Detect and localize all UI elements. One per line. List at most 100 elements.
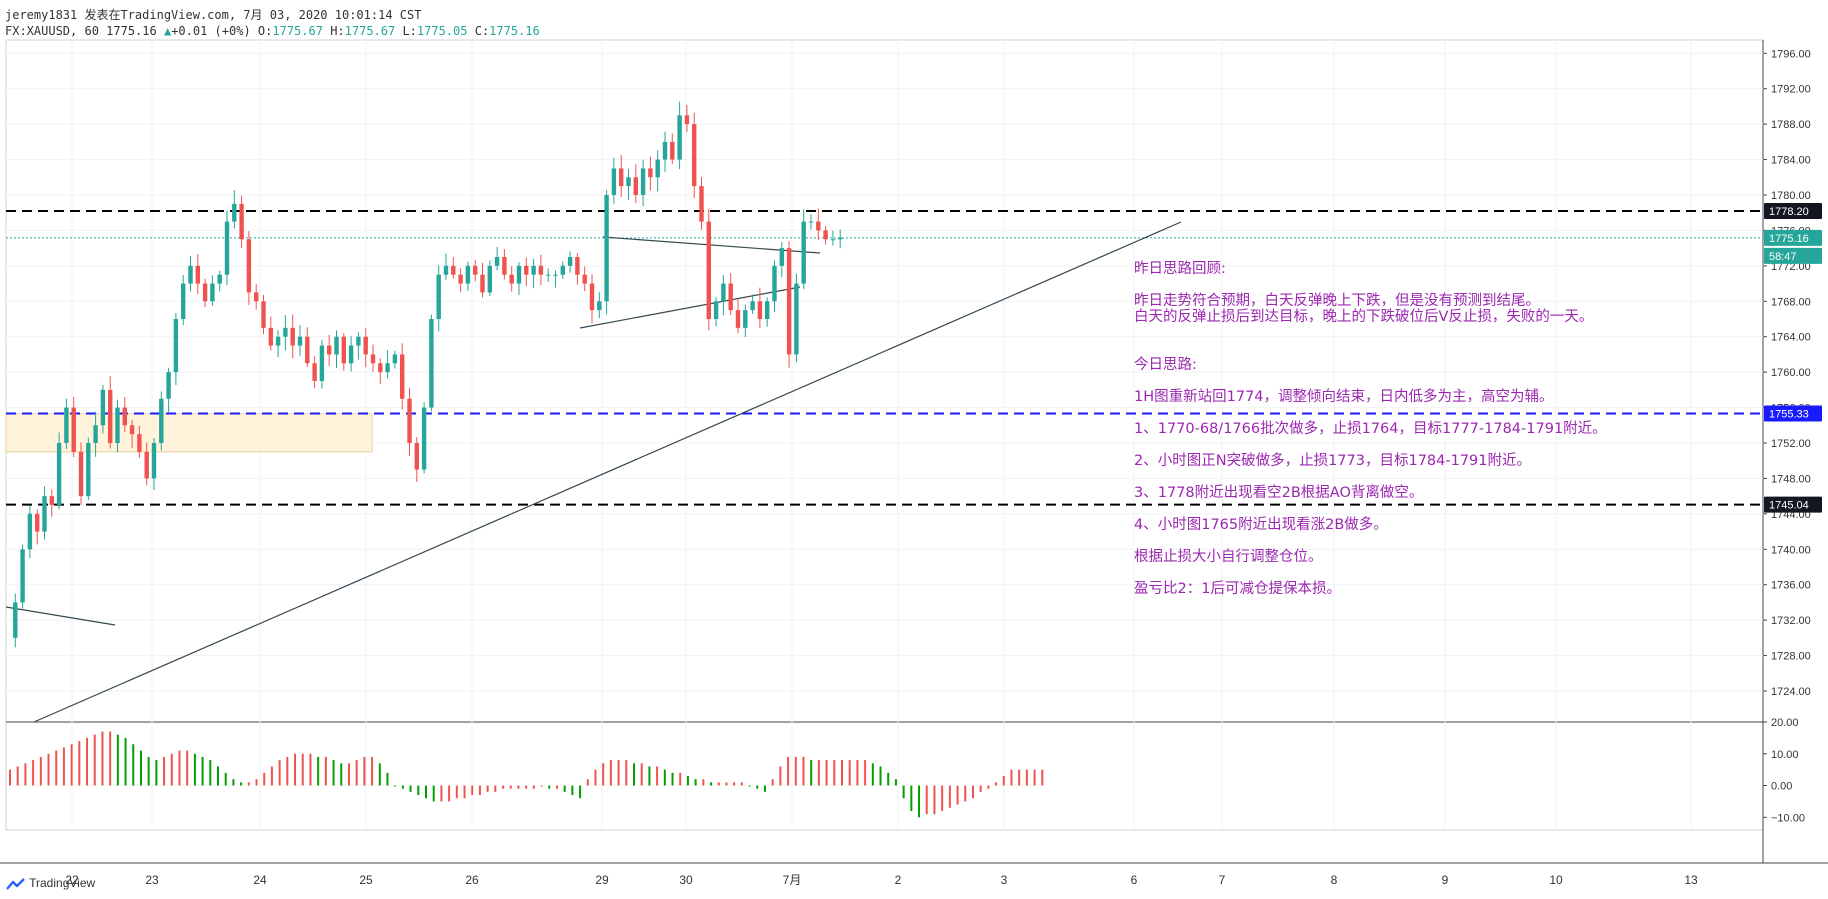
candle-body bbox=[575, 257, 580, 275]
candle-body bbox=[275, 336, 281, 346]
ao-bar bbox=[509, 785, 512, 789]
close-label: C: bbox=[474, 24, 490, 38]
x-tick-label: 7月 bbox=[783, 873, 802, 887]
y-tick-label: 1784.00 bbox=[1771, 155, 1811, 167]
annotation-line: 1H图重新站回1774，调整倾向结束，日内低多为主，高空为辅。 bbox=[1134, 389, 1554, 405]
candle-body bbox=[465, 265, 471, 284]
ao-tick-label: 20.00 bbox=[1771, 717, 1799, 729]
ao-bar bbox=[147, 756, 150, 786]
trendline-ascending-support[interactable] bbox=[33, 221, 1182, 723]
ao-bar bbox=[247, 782, 250, 786]
ao-bar bbox=[401, 785, 404, 789]
ao-bar bbox=[440, 785, 443, 802]
ao-tick-label: 10.00 bbox=[1771, 749, 1799, 761]
candle-body bbox=[305, 336, 310, 364]
candle-body bbox=[13, 602, 18, 638]
publish-line: jeremy1831 发表在TradingView.com, 7月 03, 20… bbox=[5, 8, 422, 22]
candle-body bbox=[42, 496, 47, 532]
candle-body bbox=[232, 203, 237, 222]
candle-body bbox=[706, 221, 711, 319]
tradingview-logo-icon bbox=[6, 877, 25, 890]
ao-bar bbox=[139, 750, 142, 786]
ao-bar bbox=[517, 785, 520, 789]
candle-body bbox=[538, 265, 544, 275]
ao-bar bbox=[294, 753, 297, 786]
ao-bar bbox=[725, 782, 728, 786]
candle-body bbox=[64, 407, 69, 443]
ao-bar bbox=[879, 766, 882, 786]
ao-bar bbox=[948, 785, 951, 808]
y-tick-label: 1760.00 bbox=[1771, 367, 1811, 379]
x-tick-label: 30 bbox=[679, 873, 693, 887]
candle-body bbox=[443, 265, 449, 275]
annotation-line: 盈亏比2：1后可减仓提保本损。 bbox=[1134, 581, 1341, 597]
candle-body bbox=[56, 443, 62, 505]
ao-bar bbox=[586, 779, 589, 786]
ao-bar bbox=[763, 785, 766, 792]
ao-bar bbox=[810, 760, 813, 786]
ao-bar bbox=[902, 785, 905, 799]
ao-bar bbox=[363, 756, 366, 786]
candle-body bbox=[677, 115, 682, 160]
candle-body bbox=[728, 283, 733, 311]
ao-bar bbox=[733, 782, 736, 786]
annotation-line: 2、小时图正N突破做多，止损1773，目标1784-1791附近。 bbox=[1134, 453, 1532, 469]
candle-body bbox=[487, 265, 492, 293]
ao-bar bbox=[894, 779, 897, 786]
low-label: L: bbox=[402, 24, 417, 38]
ao-bar bbox=[540, 785, 543, 787]
annotation-line: 3、1778附近出现看空2B根据AO背离做空。 bbox=[1134, 485, 1424, 501]
candle-body bbox=[451, 265, 456, 275]
candle-body bbox=[524, 265, 529, 275]
ao-bar bbox=[887, 772, 890, 786]
candle-body bbox=[400, 354, 405, 399]
candle-body bbox=[246, 239, 252, 293]
candle-body bbox=[20, 549, 25, 603]
candle-body bbox=[151, 443, 157, 479]
ao-bar bbox=[340, 763, 343, 786]
candle-body bbox=[166, 372, 171, 399]
tradingview-logo-text: TradingView bbox=[29, 876, 96, 890]
ao-bar bbox=[209, 760, 212, 786]
ao-bar bbox=[787, 756, 790, 786]
ao-bar bbox=[609, 760, 612, 786]
ao-bar bbox=[625, 760, 628, 786]
candle-body bbox=[78, 451, 84, 497]
ao-bar bbox=[255, 779, 258, 786]
ao-bar bbox=[286, 756, 289, 786]
ao-bar bbox=[186, 750, 189, 786]
candle-body bbox=[509, 274, 514, 284]
y-tick-label: 1764.00 bbox=[1771, 332, 1811, 344]
price-label: 58:47 bbox=[1769, 251, 1797, 263]
ao-bar bbox=[1025, 769, 1028, 786]
ao-bar bbox=[671, 772, 674, 786]
ao-bar bbox=[224, 772, 227, 786]
candle-body bbox=[181, 283, 186, 319]
candle-body bbox=[648, 168, 653, 178]
y-tick-label: 1736.00 bbox=[1771, 580, 1811, 592]
ao-bar bbox=[794, 756, 797, 786]
ao-bar bbox=[278, 760, 281, 786]
y-tick-label: 1780.00 bbox=[1771, 190, 1811, 202]
ao-bar bbox=[648, 766, 651, 786]
ao-bar bbox=[16, 766, 19, 786]
symbol-label[interactable]: FX:XAUUSD, 60 bbox=[5, 24, 99, 38]
y-tick-label: 1732.00 bbox=[1771, 615, 1811, 627]
trendline-short-descending[interactable] bbox=[5, 606, 116, 626]
candle-body bbox=[239, 203, 244, 240]
candle-body bbox=[801, 221, 806, 284]
close-value: 1775.16 bbox=[489, 24, 540, 38]
candle-body bbox=[611, 168, 617, 195]
tradingview-logo[interactable]: TradingView bbox=[6, 876, 95, 890]
trendline-triangle-lower[interactable] bbox=[579, 286, 801, 329]
ao-bar bbox=[918, 785, 921, 818]
candle-body bbox=[699, 186, 704, 222]
ao-bar bbox=[525, 785, 528, 789]
ao-bar bbox=[371, 756, 374, 786]
ao-bar bbox=[717, 782, 720, 786]
candle-body bbox=[297, 336, 303, 346]
candle-body bbox=[195, 265, 200, 284]
y-tick-label: 1768.00 bbox=[1771, 296, 1811, 308]
ao-bar bbox=[155, 760, 158, 786]
